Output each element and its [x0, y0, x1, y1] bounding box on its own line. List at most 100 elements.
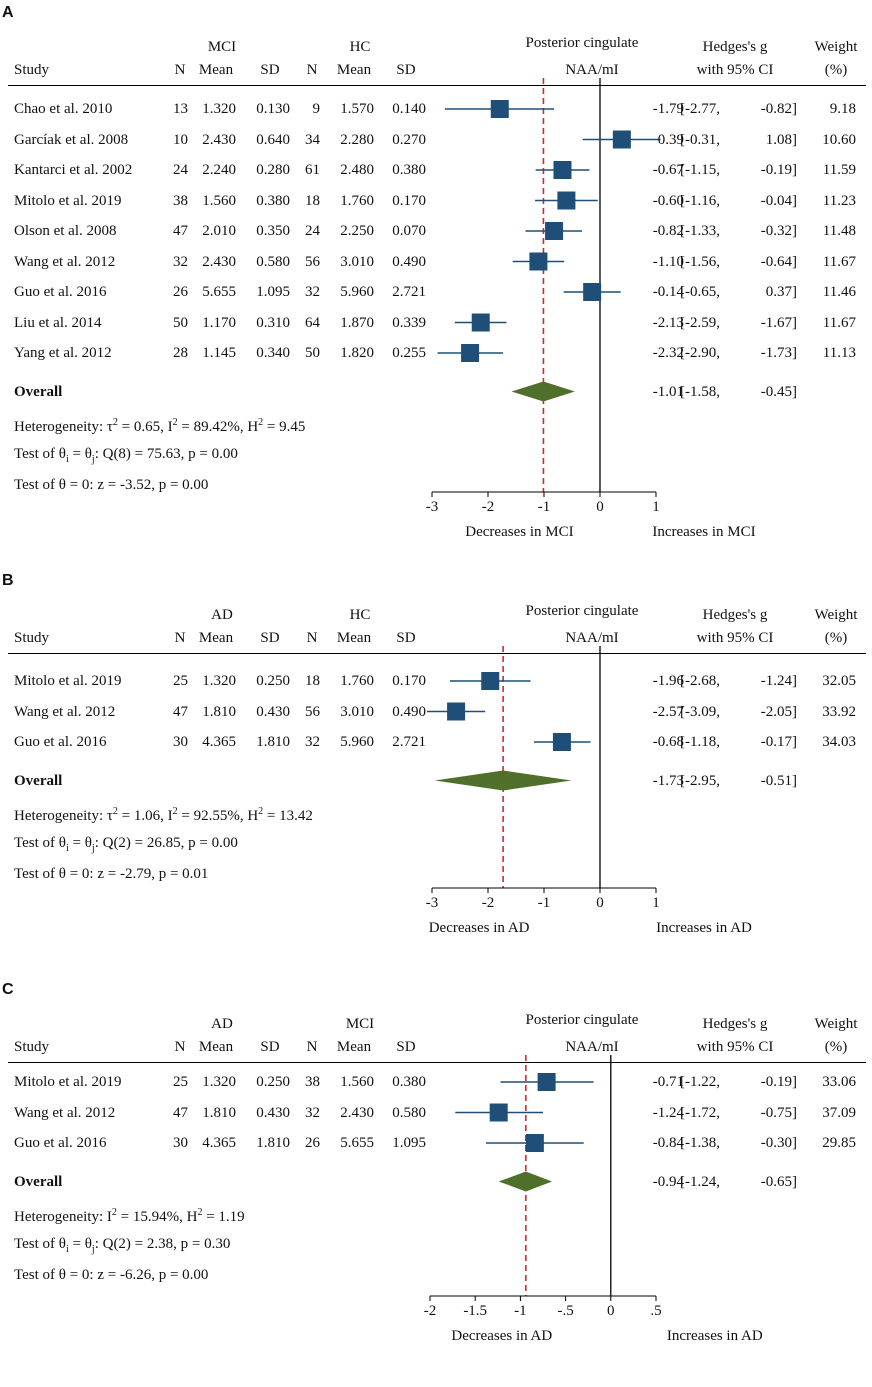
forest-panel-a: A MCI HC Posterior cingulate NAA/mI Hedges's …: [0, 0, 872, 540]
effect-marker: [612, 130, 631, 149]
mean2-value: 1.560: [340, 1074, 374, 1090]
weight-value: 34.03: [822, 734, 856, 750]
sd2-value: 0.339: [392, 314, 426, 331]
sd2-value: 0.380: [392, 1074, 426, 1090]
n1-value: 26: [173, 284, 188, 300]
x-tick-label: -2: [423, 1303, 437, 1319]
study-name: Wang et al. 2012: [14, 1104, 116, 1121]
plot-title-line1: Posterior cingulate: [525, 35, 639, 51]
effect-size-value: 0.39: [657, 131, 684, 148]
effect-marker: [553, 161, 572, 179]
n1-value: 28: [173, 345, 188, 361]
effect-size-value: -0.14: [652, 284, 684, 300]
x-label-left: Decreases in AD: [428, 920, 530, 936]
x-label-left: Decreases in AD: [451, 1328, 553, 1344]
study-header: Study: [14, 62, 50, 78]
overall-ci-upper: -0.45]: [760, 383, 797, 400]
effect-header-line2: with 95% CI: [696, 62, 774, 78]
ci-upper-value: 1.08]: [765, 131, 797, 148]
weight-header-line2: (%): [824, 62, 848, 78]
n2-value: 56: [305, 703, 320, 720]
n2-header: N: [306, 630, 318, 646]
effect-marker: [471, 313, 490, 332]
effect-marker: [545, 222, 564, 240]
x-label-right: Increases in AD: [666, 1328, 763, 1344]
heterogeneity-stats: Heterogeneity: τ2 = 1.06, I2 = 92.55%, H…: [14, 805, 313, 824]
sd2-value: 0.170: [392, 673, 426, 689]
overall-ci-upper: -0.51]: [760, 772, 797, 789]
sd1-header: SD: [260, 62, 280, 78]
study-name: Wang et al. 2012: [14, 253, 116, 270]
sd1-header: SD: [260, 1039, 280, 1055]
x-tick-label: -1.5: [463, 1303, 488, 1319]
mean2-value: 1.570: [340, 101, 374, 117]
ci-lower-value: [-1.15,: [680, 162, 720, 178]
group1-header: AD: [211, 1016, 233, 1032]
group2-header: HC: [349, 39, 371, 55]
weight-value: 32.05: [822, 673, 856, 689]
mean1-value: 4.365: [202, 734, 236, 750]
n2-value: 38: [305, 1074, 320, 1090]
ci-lower-value: [-1.72,: [680, 1104, 720, 1121]
sd1-value: 0.350: [256, 223, 290, 239]
heterogeneity-stats: Heterogeneity: τ2 = 0.65, I2 = 89.42%, H…: [14, 416, 306, 435]
group2-header: MCI: [345, 1016, 375, 1032]
overall-diamond: [498, 1171, 553, 1192]
study-name: Kantarci et al. 2002: [14, 162, 133, 178]
weight-header-line2: (%): [824, 630, 848, 646]
ci-lower-value: [-2.90,: [680, 345, 720, 361]
group1-header: AD: [211, 607, 233, 623]
effect-header-line2: with 95% CI: [696, 630, 774, 646]
x-tick-label: -2: [481, 895, 495, 911]
sd1-value: 1.810: [256, 734, 290, 750]
homogeneity-test: Test of θi = θj: Q(2) = 26.85, p = 0.00: [14, 834, 238, 854]
study-name: Wang et al. 2012: [14, 703, 116, 720]
effect-size-value: -1.10: [652, 253, 684, 270]
ci-lower-value: [-0.31,: [680, 131, 720, 148]
sd2-value: 2.721: [392, 284, 426, 300]
sd1-value: 0.250: [256, 1074, 290, 1090]
effect-size-value: -0.82: [652, 223, 684, 239]
sd1-value: 0.580: [256, 253, 290, 270]
x-tick-label: 1: [652, 895, 660, 911]
effect-size-value: -2.13: [652, 314, 684, 331]
ci-upper-value: -0.17]: [760, 734, 797, 750]
weight-header-line1: Weight: [814, 607, 858, 623]
effect-marker: [481, 672, 500, 690]
n1-value: 30: [173, 734, 188, 750]
weight-header-line1: Weight: [814, 1016, 858, 1032]
effect-marker: [525, 1134, 544, 1152]
x-tick-label: .5: [650, 1303, 662, 1319]
x-tick-label: -1: [537, 895, 551, 911]
effect-header-line1: Hedges's g: [702, 1016, 768, 1032]
study-name: Garcíak et al. 2008: [14, 131, 129, 148]
ci-upper-value: -0.82]: [760, 101, 797, 117]
n1-value: 30: [173, 1135, 188, 1151]
ci-lower-value: [-1.33,: [680, 223, 720, 239]
weight-value: 11.67: [822, 253, 856, 270]
mean2-value: 2.280: [340, 131, 374, 148]
homogeneity-test: Test of θi = θj: Q(8) = 75.63, p = 0.00: [14, 445, 238, 465]
n2-value: 9: [312, 101, 321, 117]
sd1-value: 1.810: [256, 1135, 290, 1151]
n1-header: N: [174, 630, 186, 646]
sd1-value: 1.095: [256, 284, 290, 300]
overall-effect-test: Test of θ = 0: z = -6.26, p = 0.00: [14, 1266, 209, 1283]
plot-title-line2: NAA/mI: [565, 630, 619, 646]
ci-upper-value: -1.24]: [760, 673, 797, 689]
mean1-value: 2.240: [202, 162, 236, 178]
effect-size-value: -0.84: [652, 1135, 684, 1151]
weight-value: 33.06: [822, 1074, 856, 1090]
x-tick-label: -.5: [557, 1303, 574, 1319]
mean1-value: 4.365: [202, 1135, 236, 1151]
effect-marker: [529, 252, 548, 271]
study-name: Guo et al. 2016: [14, 734, 107, 750]
overall-ci-lower: [-1.58,: [680, 383, 720, 400]
forest-panel-b: B AD HC Posterior cingulate NAA/mI Hedges's g…: [0, 568, 872, 978]
mean1-value: 5.655: [202, 284, 236, 300]
mean1-value: 1.320: [202, 673, 236, 689]
n1-value: 24: [173, 162, 188, 178]
mean1-value: 2.430: [202, 131, 236, 148]
header-rule: [8, 653, 866, 654]
mean1-value: 1.810: [202, 1104, 236, 1121]
